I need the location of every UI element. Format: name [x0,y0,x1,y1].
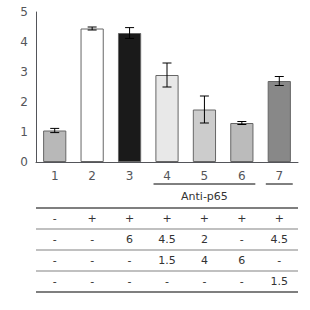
svg-text:4: 4 [20,35,28,49]
svg-text:-: - [128,275,132,288]
svg-text:5: 5 [201,169,209,183]
svg-text:+: + [200,212,209,225]
svg-text:1.5: 1.5 [158,254,176,267]
svg-text:2: 2 [88,169,96,183]
svg-text:2: 2 [20,95,28,109]
svg-text:-: - [128,254,132,267]
svg-text:-: - [53,254,57,267]
svg-text:2: 2 [201,233,208,246]
svg-text:0: 0 [20,155,28,169]
svg-text:-: - [202,275,206,288]
svg-text:5: 5 [20,5,28,19]
svg-text:-: - [90,254,94,267]
svg-text:4: 4 [163,169,171,183]
svg-text:3: 3 [20,65,28,79]
svg-text:-: - [53,233,57,246]
svg-text:4: 4 [201,254,208,267]
svg-text:1: 1 [51,169,59,183]
svg-text:-: - [277,254,281,267]
svg-text:Anti-p65: Anti-p65 [181,190,228,203]
svg-text:-: - [240,275,244,288]
svg-text:+: + [88,212,97,225]
svg-text:+: + [125,212,134,225]
svg-text:1.5: 1.5 [271,275,289,288]
svg-text:7: 7 [275,169,283,183]
svg-text:6: 6 [238,169,246,183]
svg-text:+: + [237,212,246,225]
svg-text:+: + [162,212,171,225]
svg-text:-: - [90,275,94,288]
svg-text:+: + [275,212,284,225]
svg-text:-: - [90,233,94,246]
svg-text:-: - [165,275,169,288]
svg-text:6: 6 [238,254,245,267]
svg-text:1: 1 [20,125,28,139]
svg-text:6: 6 [126,233,133,246]
svg-text:4.5: 4.5 [271,233,289,246]
svg-text:-: - [53,275,57,288]
svg-text:-: - [240,233,244,246]
svg-text:4.5: 4.5 [158,233,176,246]
svg-text:3: 3 [126,169,134,183]
svg-text:-: - [53,212,57,225]
